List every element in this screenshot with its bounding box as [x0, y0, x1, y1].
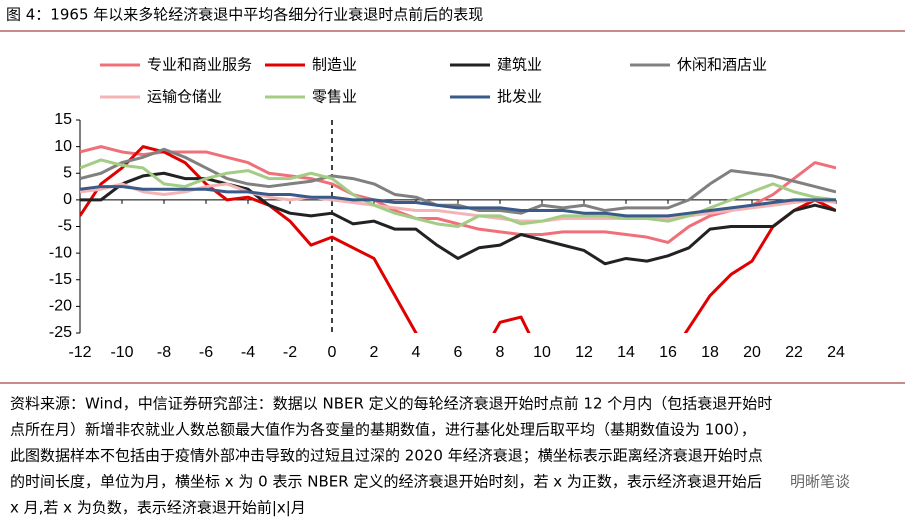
legend-label: 休闲和酒店业: [677, 56, 767, 74]
note-line: 点所在月）新增非农就业人数总额最大值作为各变量的基期数值，进行基化处理后取平均（…: [10, 421, 756, 439]
y-tick-label: -20: [49, 298, 72, 315]
y-tick-label: 15: [54, 111, 72, 128]
x-tick-label: 24: [827, 344, 845, 361]
x-tick-label: 14: [617, 344, 635, 361]
legend-label: 制造业: [312, 56, 357, 74]
series-line: [80, 147, 836, 215]
y-tick-label: -5: [58, 218, 72, 235]
series-line: [80, 145, 836, 333]
x-tick-label: 8: [496, 344, 505, 361]
legend-label: 零售业: [312, 88, 357, 106]
y-tick-label: 10: [54, 138, 72, 155]
legend-label: 建筑业: [497, 56, 542, 74]
note-line: x 月,若 x 为负数，表示经济衰退开始前|x|月: [10, 499, 306, 517]
x-tick-label: 22: [785, 344, 803, 361]
x-tick-label: 16: [659, 344, 677, 361]
x-tick-label: 20: [743, 344, 761, 361]
x-tick-label: -2: [283, 344, 297, 361]
series-line: [80, 158, 836, 228]
x-tick-label: -6: [199, 344, 213, 361]
x-tick-label: 12: [575, 344, 593, 361]
legend-label: 专业和商业服务: [147, 56, 252, 74]
note-line: 的时间长度，单位为月，横坐标 x 为 0 表示 NBER 定义的经济衰退开始时刻…: [10, 473, 762, 491]
chart-title: 图 4：1965 年以来多轮经济衰退中平均各细分行业衰退时点前后的表现: [6, 6, 483, 24]
series-line: [80, 171, 836, 266]
x-tick-label: -12: [68, 344, 91, 361]
x-tick-label: 6: [454, 344, 463, 361]
x-tick-label: -10: [110, 344, 133, 361]
x-tick-label: -4: [241, 344, 255, 361]
plot-area: [80, 145, 836, 333]
x-tick-label: 10: [533, 344, 551, 361]
x-tick-label: -8: [157, 344, 171, 361]
y-tick-label: 0: [63, 191, 72, 208]
note-line: 此图数据样本不包括由于疫情外部冲击导致的过短且过深的 2020 年经济衰退；横坐…: [10, 447, 763, 465]
y-tick-label: 5: [63, 164, 72, 181]
y-tick-label: -10: [49, 244, 72, 261]
series-line: [80, 182, 836, 223]
y-tick-label: -25: [49, 324, 72, 341]
x-tick-label: 0: [328, 344, 337, 361]
note-line: 资料来源：Wind，中信证券研究部注：数据以 NBER 定义的每轮经济衰退开始时…: [10, 395, 772, 413]
x-tick-label: 18: [701, 344, 719, 361]
legend-label: 批发业: [497, 88, 542, 106]
legend-label: 运输仓储业: [147, 88, 222, 106]
series-line: [80, 145, 836, 244]
watermark: 明晰笔谈: [790, 473, 850, 491]
series-line: [80, 185, 836, 218]
x-tick-label: 2: [370, 344, 379, 361]
x-tick-label: 4: [412, 344, 421, 361]
y-tick-label: -15: [49, 271, 72, 288]
